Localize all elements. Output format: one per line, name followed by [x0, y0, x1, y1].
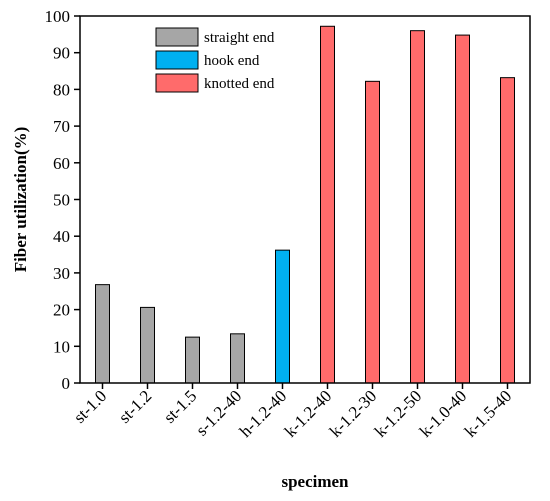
x-tick-label: h-1.2-40: [236, 386, 291, 441]
bar-k-1.0-40: [455, 34, 470, 384]
x-tick-label: k-1.2-50: [371, 386, 426, 441]
y-tick-label: 80: [53, 80, 70, 99]
y-tick-label: 10: [53, 337, 70, 356]
y-tick-label: 0: [62, 374, 71, 393]
legend-swatch: [155, 73, 199, 93]
x-tick-label: st-1.0: [70, 386, 110, 426]
bar-k-1.2-30: [365, 80, 380, 384]
y-tick-label: 50: [53, 191, 70, 210]
x-axis-ticks: st-1.0 st-1.2 st-1.5s-1.2-40h-1.2-40k-1.2-…: [70, 383, 515, 441]
y-tick-label: 100: [45, 7, 71, 26]
x-tick-label: st-1.2: [115, 386, 155, 426]
x-tick-label: k-1.2-30: [326, 386, 381, 441]
y-tick-label: 60: [53, 154, 70, 173]
legend-label: straight end: [204, 30, 275, 46]
x-tick-label: s-1.2-40: [192, 386, 245, 439]
y-tick-label: 20: [53, 301, 70, 320]
x-tick-label: st-1.5: [160, 386, 200, 426]
bar-s-1.2-40: [230, 333, 245, 384]
legend-label: hook end: [204, 53, 260, 69]
legend: straight end hook end knotted end: [155, 27, 275, 93]
bar-st-1.0: [95, 284, 110, 384]
bar-k-1.5-40: [500, 77, 515, 384]
y-tick-label: 70: [53, 117, 70, 136]
y-tick-label: 30: [53, 264, 70, 283]
bar-st-1.5: [185, 336, 200, 384]
bar-k-1.2-40: [320, 25, 335, 384]
legend-label: knotted end: [204, 76, 275, 92]
y-tick-label: 40: [53, 227, 70, 246]
x-axis-title: specimen: [281, 472, 349, 491]
x-tick-label: k-1.2-40: [281, 386, 336, 441]
legend-swatch: [155, 27, 199, 47]
bar-k-1.2-50: [410, 30, 425, 384]
bar-st-1.2: [140, 306, 155, 384]
y-axis-title: Fiber utilization(%): [11, 127, 30, 273]
x-tick-label: k-1.0-40: [416, 386, 471, 441]
plot-frame: [79, 15, 531, 384]
legend-swatch: [155, 50, 199, 70]
bar-h-1.2-40: [275, 249, 290, 384]
y-axis-ticks: 0 10 20 30 40 50 60 70 80 90 100: [45, 7, 80, 393]
y-tick-label: 90: [53, 44, 70, 63]
x-tick-label: k-1.5-40: [461, 386, 516, 441]
